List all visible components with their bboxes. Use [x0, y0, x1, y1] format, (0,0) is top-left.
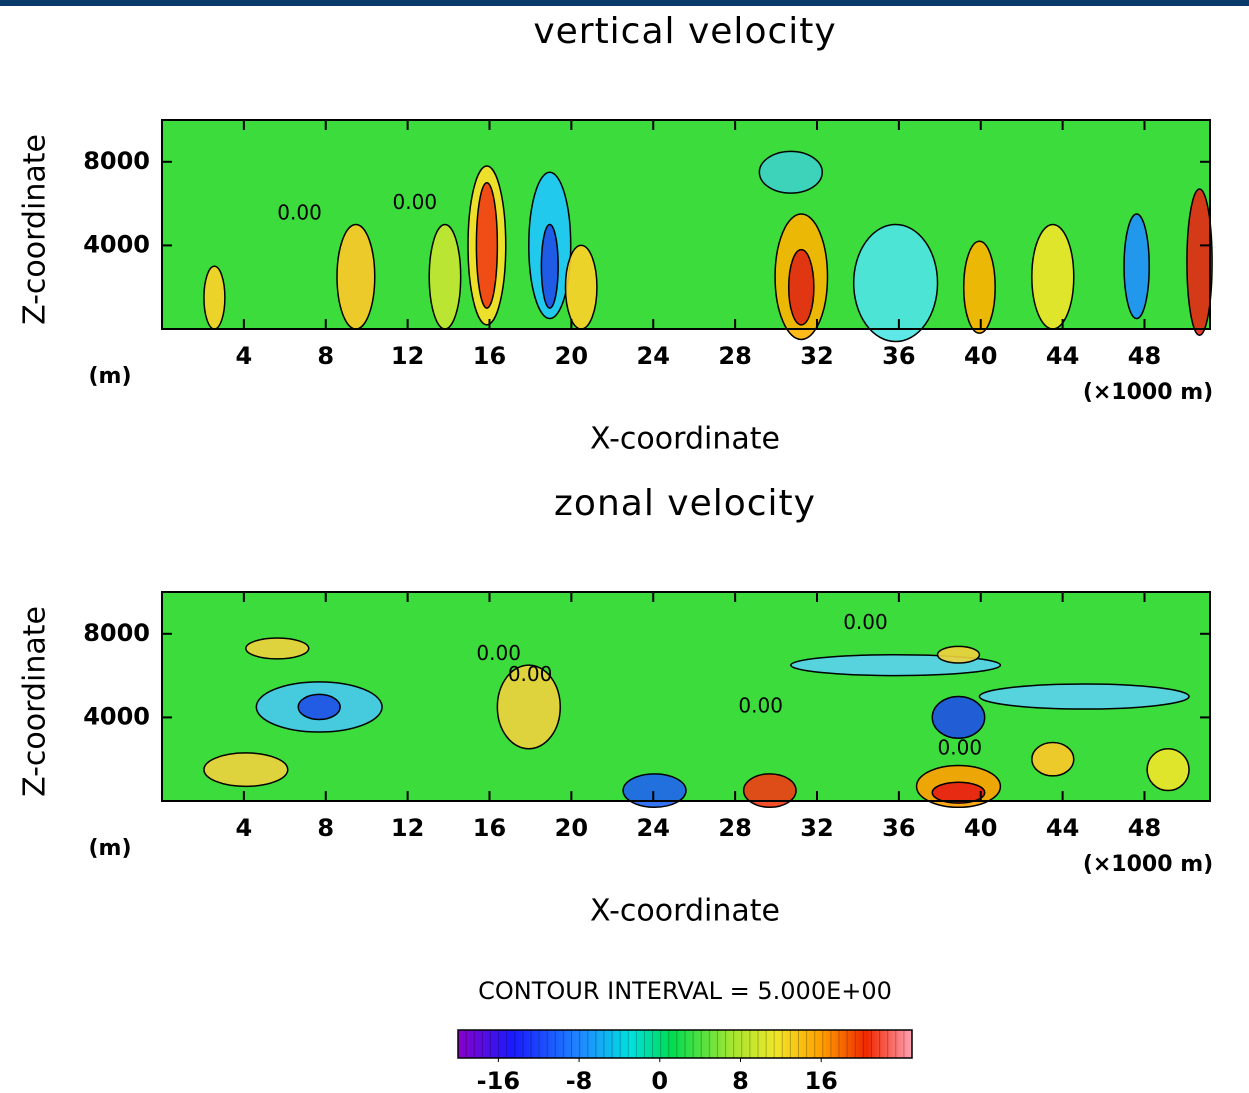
x-tick-label: 36	[882, 814, 915, 842]
x-tick-label: 48	[1128, 342, 1161, 370]
y-axis-label: Z-coordinate	[18, 134, 53, 325]
y-axis-label: Z-coordinate	[18, 606, 53, 797]
colorbar-tick-label: 16	[804, 1067, 837, 1093]
x-axis-label: X-coordinate	[590, 894, 780, 929]
field-region	[931, 781, 986, 804]
field-region	[758, 150, 823, 194]
field-region	[852, 223, 939, 343]
field-region	[428, 223, 462, 330]
x-tick-label: 40	[964, 342, 997, 370]
colorbar-tick-label: -16	[477, 1067, 520, 1093]
x-tick-label: 20	[555, 814, 588, 842]
x-tick-label: 36	[882, 342, 915, 370]
x-tick-label: 8	[317, 814, 334, 842]
field-region	[1186, 188, 1213, 337]
x-tick-label: 4	[236, 814, 253, 842]
field-region	[787, 248, 815, 326]
plot-frame	[161, 591, 1211, 802]
field-region	[564, 244, 598, 330]
field-region	[245, 637, 310, 660]
field-region	[978, 683, 1190, 710]
x-tick-label: 16	[473, 814, 506, 842]
field-region	[475, 181, 499, 309]
field-region	[203, 752, 289, 788]
y-tick-label: 4000	[83, 230, 150, 258]
contour-field	[162, 592, 1210, 809]
field-region	[742, 773, 797, 809]
plot-frame	[161, 119, 1211, 330]
x-tick-label: 44	[1046, 342, 1079, 370]
contour-label: 0.00	[738, 693, 783, 717]
y-unit: (m)	[88, 364, 131, 389]
window-strip	[0, 0, 1249, 6]
x-tick-label: 28	[718, 814, 751, 842]
contour-field	[162, 120, 1213, 343]
chart-title: zonal velocity	[554, 483, 816, 524]
field-region	[1123, 213, 1150, 320]
field-region	[496, 664, 561, 750]
x-unit: (×1000 m)	[1083, 852, 1213, 877]
contour-label: 0.00	[843, 610, 888, 634]
contour-label: 0.00	[508, 662, 553, 686]
x-tick-label: 4	[236, 342, 253, 370]
field-region	[1146, 748, 1190, 792]
x-unit: (×1000 m)	[1083, 380, 1213, 405]
contour-label: 0.00	[393, 190, 438, 214]
x-tick-label: 12	[391, 342, 424, 370]
colorbar-tick-label: -8	[566, 1067, 593, 1093]
x-tick-label: 24	[637, 814, 670, 842]
y-unit: (m)	[88, 836, 131, 861]
x-tick-label: 24	[637, 342, 670, 370]
x-tick-label: 40	[964, 814, 997, 842]
chart-title: vertical velocity	[533, 11, 836, 52]
field-region	[540, 223, 559, 309]
colorbar-tick-label: 0	[651, 1067, 668, 1093]
field-region	[297, 693, 341, 721]
field-region	[336, 223, 376, 330]
x-tick-label: 48	[1128, 814, 1161, 842]
x-tick-label: 8	[317, 342, 334, 370]
contour-label: 0.00	[277, 201, 322, 225]
x-tick-label: 12	[391, 814, 424, 842]
contour-interval: CONTOUR INTERVAL = 5.000E+00	[478, 977, 892, 1005]
x-tick-label: 32	[800, 342, 833, 370]
field-region	[962, 240, 996, 334]
contour-label: 0.00	[938, 735, 983, 759]
x-tick-label: 20	[555, 342, 588, 370]
field-region	[203, 265, 226, 330]
colorbar	[457, 1029, 913, 1059]
field-region	[936, 645, 981, 664]
y-tick-label: 8000	[83, 147, 150, 175]
y-tick-label: 8000	[83, 619, 150, 647]
x-tick-label: 16	[473, 342, 506, 370]
field-region	[622, 773, 687, 809]
x-axis-label: X-coordinate	[590, 422, 780, 457]
x-tick-label: 32	[800, 814, 833, 842]
field-region	[1031, 223, 1075, 330]
field-region	[1031, 741, 1075, 777]
y-tick-label: 4000	[83, 702, 150, 730]
field-region	[931, 695, 986, 740]
x-tick-label: 28	[718, 342, 751, 370]
contour-label: 0.00	[476, 641, 521, 665]
colorbar-tick-label: 8	[732, 1067, 749, 1093]
x-tick-label: 44	[1046, 814, 1079, 842]
